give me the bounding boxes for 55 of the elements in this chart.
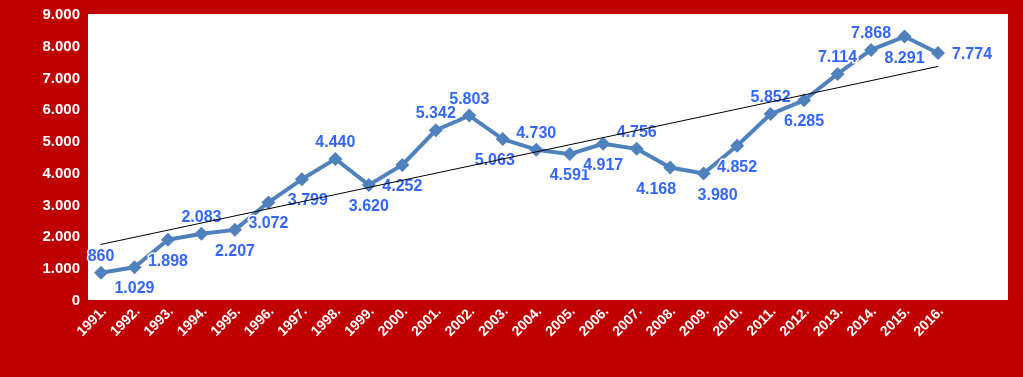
- point: [830, 66, 845, 81]
- y-tick-label: 1.000: [42, 259, 80, 277]
- point: [629, 141, 644, 156]
- point: [663, 160, 678, 175]
- data-label: 7.868: [851, 23, 892, 41]
- point: [562, 147, 577, 162]
- y-tick-label: 4.000: [42, 163, 80, 181]
- data-label: 5.803: [449, 89, 490, 107]
- y-tick-label: 3.000: [42, 195, 80, 213]
- point: [127, 260, 142, 275]
- point: [160, 232, 175, 247]
- data-label: 7.114: [817, 47, 858, 65]
- data-label: 1.898: [147, 251, 189, 269]
- data-label: 4.168: [636, 179, 677, 197]
- point: [261, 195, 276, 210]
- y-tick-label: 2.000: [42, 227, 80, 245]
- data-label: 3.620: [348, 196, 389, 214]
- data-label: 7.774: [952, 44, 993, 62]
- point: [696, 166, 711, 181]
- point: [864, 42, 879, 57]
- y-tick-label: 9.000: [42, 5, 80, 22]
- y-tick-label: 0: [71, 291, 80, 308]
- point: [730, 138, 745, 153]
- data-label: 6.285: [784, 112, 825, 130]
- point: [797, 93, 812, 108]
- point: [462, 108, 477, 123]
- point: [428, 123, 443, 138]
- y-tick-label: 5.000: [42, 132, 80, 150]
- point: [931, 45, 945, 60]
- point: [596, 136, 611, 151]
- point: [94, 265, 108, 280]
- data-label: 2.207: [214, 241, 256, 259]
- data-label: 8.291: [884, 48, 925, 66]
- data-label: 5.342: [415, 104, 456, 122]
- data-label: 860: [87, 246, 115, 264]
- data-label: 5.852: [750, 88, 791, 106]
- point: [328, 151, 343, 166]
- data-label: 4.440: [315, 132, 356, 150]
- data-label: 2.083: [181, 207, 222, 225]
- y-tick-label: 6.000: [42, 100, 80, 118]
- data-label: 1.029: [114, 279, 155, 297]
- data-label: 4.852: [717, 157, 758, 175]
- point: [294, 172, 309, 187]
- point: [227, 222, 242, 237]
- data-label: 3.980: [697, 185, 738, 203]
- point: [495, 132, 510, 147]
- y-tick-label: 8.000: [42, 36, 80, 54]
- data-label: 4.730: [516, 123, 557, 141]
- y-tick-label: 7.000: [42, 68, 80, 86]
- point: [194, 226, 209, 241]
- point: [763, 107, 778, 122]
- point: [897, 29, 912, 44]
- data-label: 3.072: [248, 214, 289, 232]
- point: [395, 157, 410, 172]
- data-label: 4.252: [382, 176, 423, 194]
